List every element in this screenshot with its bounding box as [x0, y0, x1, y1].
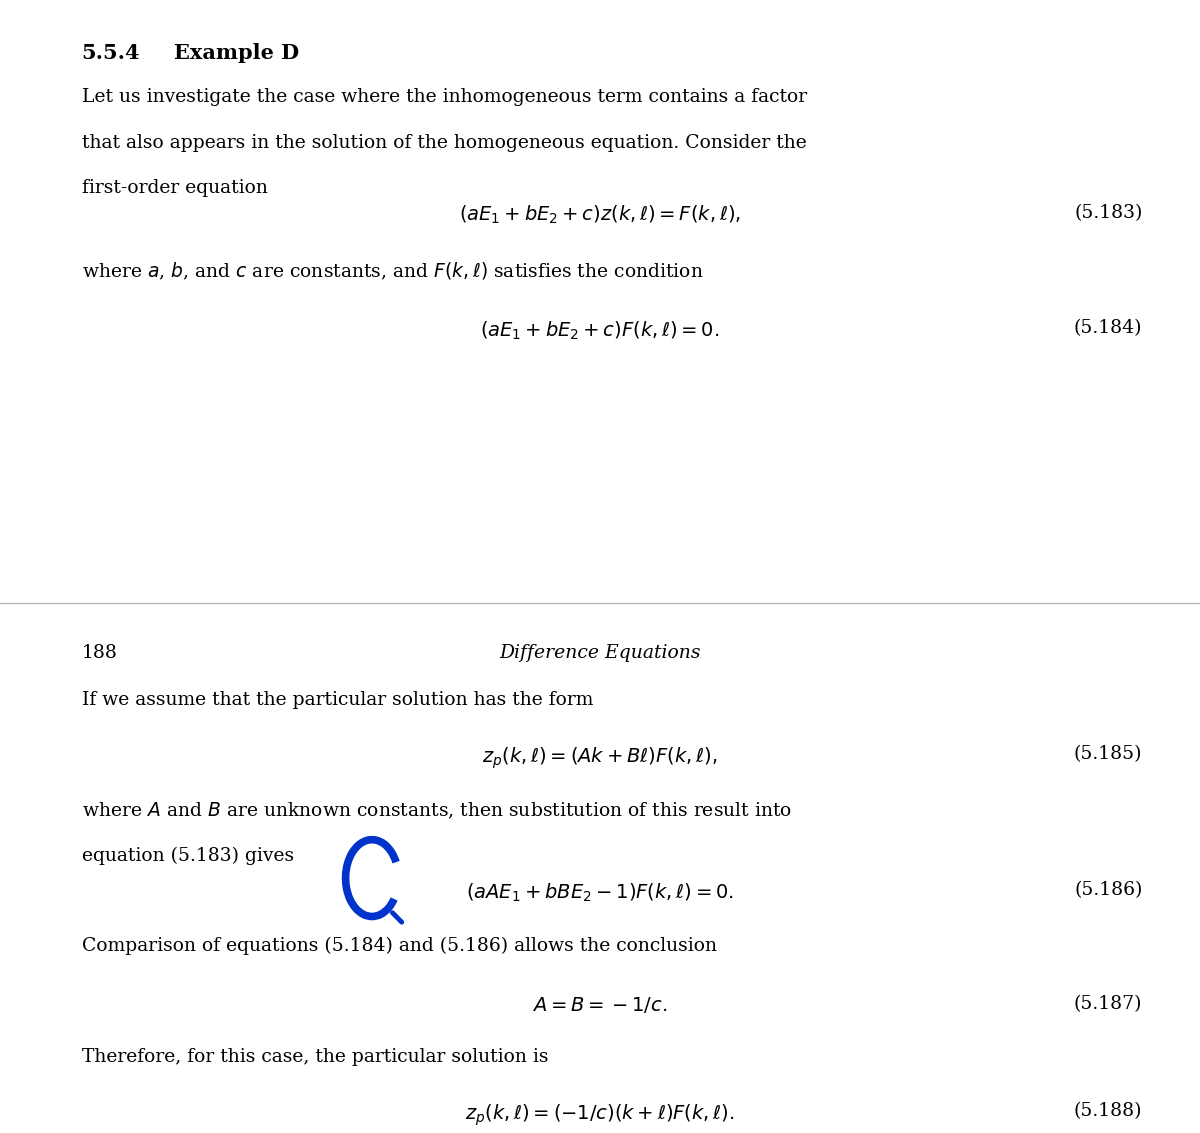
Text: 188: 188 — [82, 644, 118, 662]
Text: Difference Equations: Difference Equations — [499, 644, 701, 662]
Text: 5.5.4: 5.5.4 — [82, 43, 140, 63]
Text: (5.186): (5.186) — [1074, 881, 1142, 900]
Text: Example D: Example D — [174, 43, 299, 63]
Text: Let us investigate the case where the inhomogeneous term contains a factor: Let us investigate the case where the in… — [82, 88, 806, 107]
Text: Therefore, for this case, the particular solution is: Therefore, for this case, the particular… — [82, 1048, 548, 1066]
Text: where $a$, $b$, and $c$ are constants, and $F(k, \ell)$ satisfies the condition: where $a$, $b$, and $c$ are constants, a… — [82, 261, 703, 282]
Text: (5.184): (5.184) — [1074, 320, 1142, 338]
Text: (5.187): (5.187) — [1074, 995, 1142, 1013]
Text: (5.183): (5.183) — [1074, 204, 1142, 222]
Text: (5.188): (5.188) — [1074, 1102, 1142, 1121]
Text: $A = B = -1/c.$: $A = B = -1/c.$ — [533, 995, 667, 1015]
Text: (5.185): (5.185) — [1074, 746, 1142, 764]
Text: $(aE_1 + bE_2 + c)z(k, \ell) = F(k, \ell),$: $(aE_1 + bE_2 + c)z(k, \ell) = F(k, \ell… — [458, 204, 742, 227]
Text: $(aAE_1 + bBE_2 - 1)F(k, \ell) = 0.$: $(aAE_1 + bBE_2 - 1)F(k, \ell) = 0.$ — [466, 881, 734, 904]
Text: where $A$ and $B$ are unknown constants, then substitution of this result into: where $A$ and $B$ are unknown constants,… — [82, 801, 792, 821]
Text: equation (5.183) gives: equation (5.183) gives — [82, 846, 294, 864]
Text: $z_p(k, \ell) = (Ak + B\ell)F(k, \ell),$: $z_p(k, \ell) = (Ak + B\ell)F(k, \ell),$ — [482, 746, 718, 772]
Text: If we assume that the particular solution has the form: If we assume that the particular solutio… — [82, 691, 593, 709]
Text: Comparison of equations (5.184) and (5.186) allows the conclusion: Comparison of equations (5.184) and (5.1… — [82, 937, 716, 955]
Text: that also appears in the solution of the homogeneous equation. Consider the: that also appears in the solution of the… — [82, 134, 806, 152]
Text: first-order equation: first-order equation — [82, 179, 268, 197]
Text: $z_p(k, \ell) = (-1/c)(k + \ell)F(k, \ell).$: $z_p(k, \ell) = (-1/c)(k + \ell)F(k, \el… — [466, 1102, 734, 1128]
Text: $(aE_1 + bE_2 + c)F(k, \ell) = 0.$: $(aE_1 + bE_2 + c)F(k, \ell) = 0.$ — [480, 320, 720, 342]
